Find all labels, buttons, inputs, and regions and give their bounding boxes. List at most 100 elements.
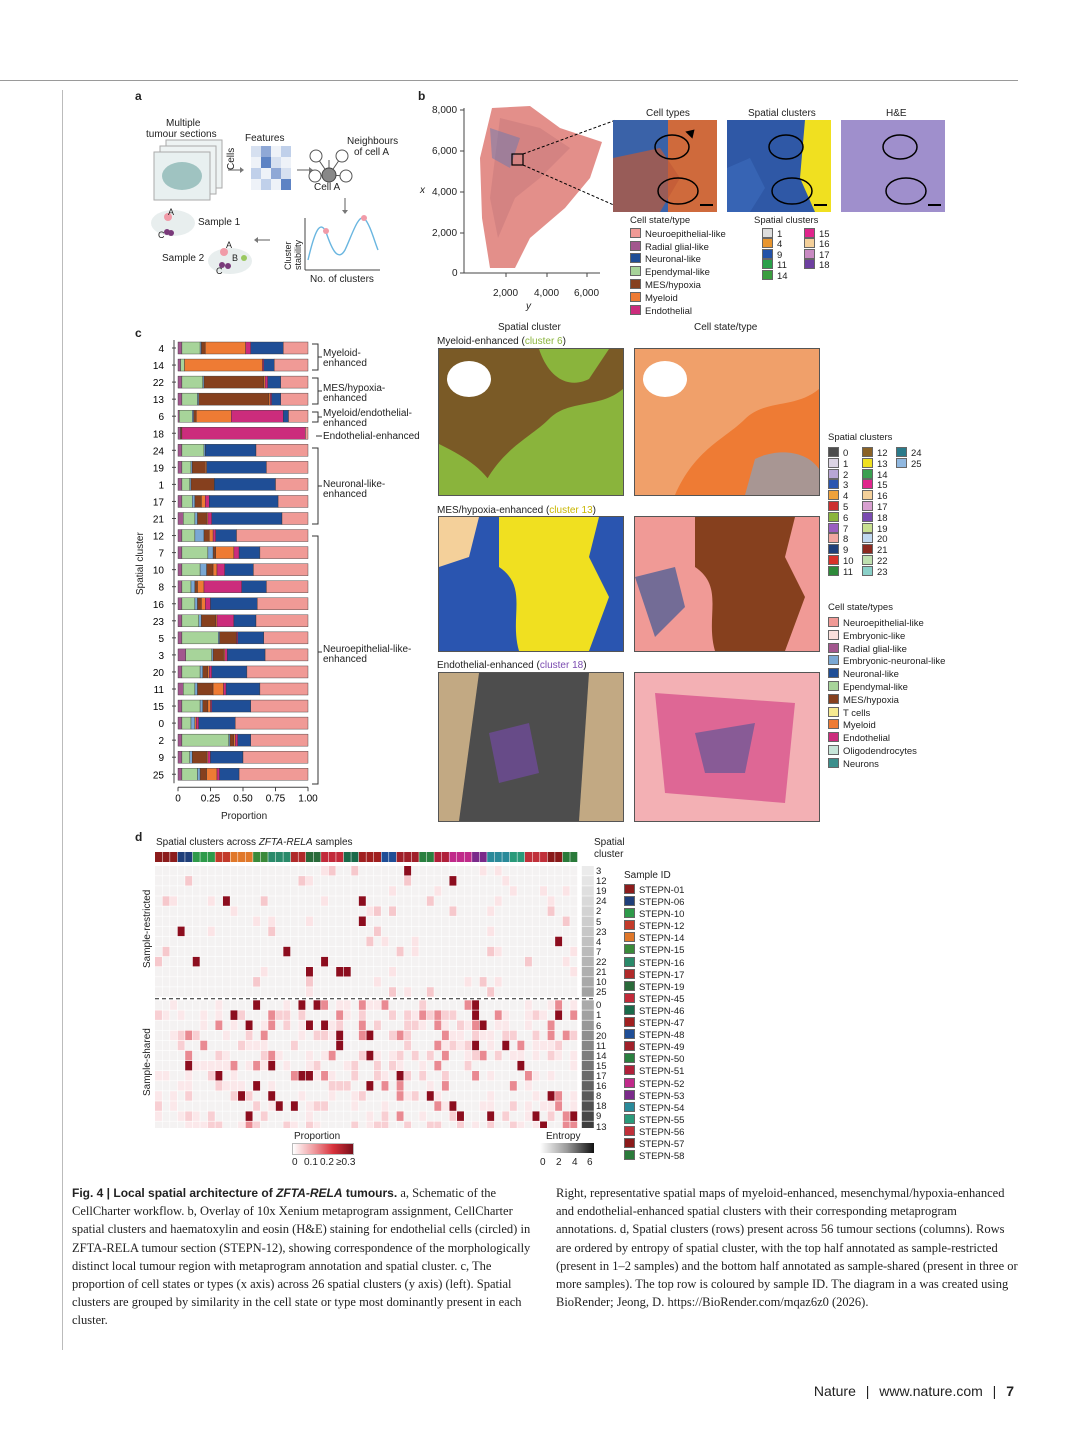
bar-segment	[177, 375, 183, 389]
c-spatial-item: 11	[828, 565, 853, 579]
sample-id-cell	[540, 852, 548, 862]
d-sample-text: STEPN-48	[639, 1030, 685, 1042]
heatmap-cell	[313, 916, 321, 926]
bar-segment	[199, 768, 207, 781]
heatmap-cell	[155, 1101, 162, 1111]
heatmap-cell	[155, 1091, 162, 1101]
heatmap-cell	[238, 1071, 245, 1081]
b-spatial-text: 9	[777, 249, 783, 261]
heatmap-cell	[275, 1020, 283, 1030]
bar-segment	[201, 495, 206, 508]
bar-category-label: 13	[153, 395, 165, 406]
heatmap-cell	[570, 1060, 578, 1071]
heatmap-cell	[487, 967, 495, 977]
d-sample-swatch	[624, 992, 635, 1003]
heatmap-cell	[366, 956, 374, 967]
entropy-cell	[581, 1050, 594, 1061]
heatmap-cell	[449, 987, 457, 997]
d-ent-tick-2: 2	[556, 1157, 562, 1168]
heatmap-cell	[200, 1020, 208, 1030]
heatmap-cell	[570, 1101, 578, 1111]
d-sample-item: STEPN-16	[624, 956, 684, 969]
heatmap-cell	[562, 1101, 570, 1111]
heatmap-cell	[343, 1030, 351, 1041]
footer-url[interactable]: www.nature.com	[879, 1383, 983, 1399]
heatmap-cell	[321, 1030, 329, 1041]
heatmap-cell	[155, 896, 162, 906]
heatmap-cell	[547, 1091, 555, 1101]
bar-segment	[205, 597, 211, 610]
d-sample-swatch	[624, 956, 635, 967]
heatmap-cell	[472, 977, 480, 987]
heatmap-cell	[306, 1020, 313, 1030]
heatmap-cell	[457, 1111, 464, 1121]
heatmap-cell	[419, 946, 427, 957]
heatmap-cell	[283, 977, 291, 987]
heatmap-cell	[441, 1010, 449, 1020]
bar-segment	[257, 597, 309, 610]
c-spatial-swatch	[862, 468, 873, 479]
bar-segment	[181, 733, 229, 747]
cell-a-label: Cell A	[314, 182, 341, 193]
bar-segment	[288, 409, 309, 423]
heatmap-cell	[170, 1101, 178, 1111]
heatmap-cell	[230, 866, 238, 876]
d-sample-text: STEPN-46	[639, 1005, 685, 1017]
heatmap-cell	[411, 946, 419, 957]
heatmap-cell	[185, 886, 193, 896]
heatmap-cell	[509, 916, 517, 926]
heatmap-cell	[509, 1111, 517, 1121]
heatmap-cell	[260, 967, 268, 977]
heatmap-cell	[570, 967, 578, 977]
heatmap-cell	[570, 1091, 578, 1101]
heatmap-cell	[389, 1010, 396, 1020]
heatmap-cell	[298, 1101, 306, 1111]
heatmap-cell	[306, 866, 313, 876]
heatmap-cell	[162, 1121, 170, 1128]
heatmap-cell	[343, 916, 351, 926]
heatmap-cell	[177, 926, 185, 937]
heatmap-cell	[426, 906, 434, 916]
heatmap-cell	[547, 916, 555, 926]
heatmap-cell	[343, 956, 351, 967]
bar-segment	[190, 580, 196, 593]
heatmap-cell	[373, 1101, 381, 1111]
heatmap-cell	[389, 987, 396, 997]
heatmap-cell	[555, 967, 563, 977]
bar-segment	[177, 358, 181, 372]
heatmap-cell	[238, 967, 245, 977]
heatmap-cell	[328, 1020, 336, 1030]
heatmap-cell	[177, 1020, 185, 1030]
heatmap-cell	[540, 916, 547, 926]
heatmap-cell	[343, 946, 351, 957]
heatmap-cell	[230, 967, 238, 977]
c-spatial-swatch	[862, 501, 873, 511]
heatmap-cell	[547, 956, 555, 967]
group-neuronal-1: Neuronal-like-	[323, 479, 386, 490]
heatmap-cell	[487, 926, 495, 937]
sample-id-cell	[487, 852, 495, 862]
heatmap-cell	[457, 896, 464, 906]
heatmap-cell	[434, 956, 442, 967]
heatmap-cell	[245, 906, 253, 916]
heatmap-cell	[479, 1010, 487, 1020]
heatmap-cell	[207, 956, 215, 967]
d-cluster-label: 7	[596, 946, 602, 958]
c-cell-text: Embryonic-like	[843, 630, 906, 642]
entropy-cell	[581, 1101, 594, 1111]
map-header-spatial: Spatial cluster	[498, 322, 561, 333]
heatmap-cell	[426, 1071, 434, 1081]
heatmap-cell	[502, 896, 510, 906]
heatmap-cell	[457, 1030, 464, 1041]
footer-journal: Nature	[813, 1383, 856, 1399]
bar-category-label: 5	[158, 634, 164, 645]
heatmap-cell	[298, 946, 306, 957]
proportion-colorbar	[292, 1143, 354, 1155]
heatmap-cell	[555, 886, 563, 896]
heatmap-cell	[411, 876, 419, 886]
bar-segment	[190, 716, 196, 730]
heatmap-cell	[419, 1030, 427, 1041]
heatmap-cell	[298, 1060, 306, 1071]
heatmap-cell	[547, 1121, 555, 1128]
sample-id-cell	[328, 852, 336, 862]
